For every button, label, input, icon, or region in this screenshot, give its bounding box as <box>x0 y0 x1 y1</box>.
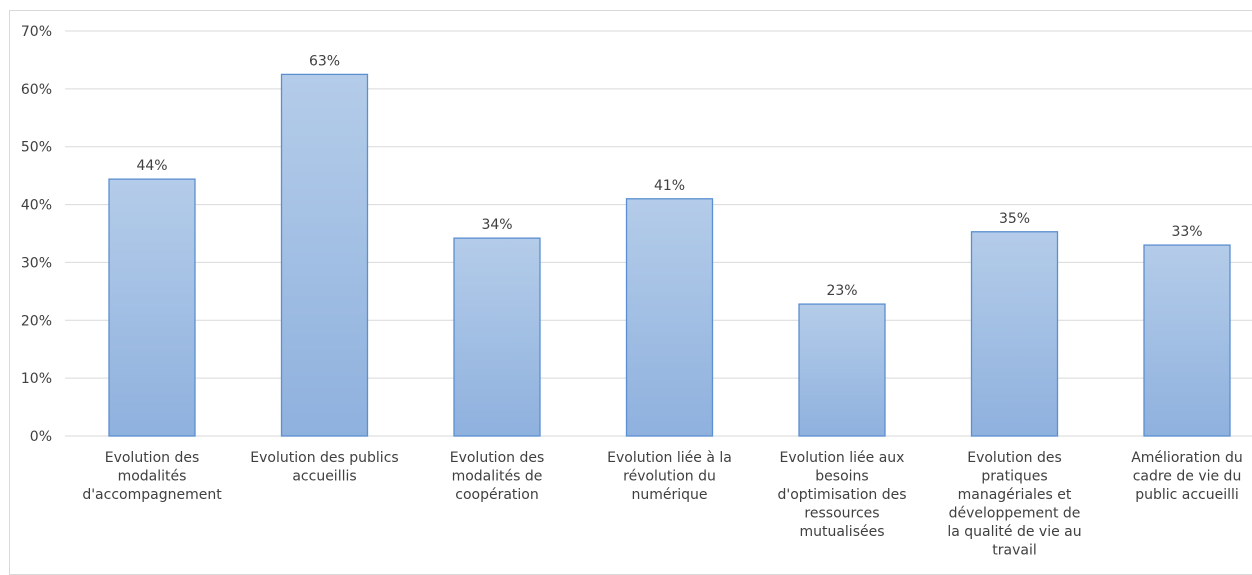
category-label-line: Evolution des <box>967 450 1062 466</box>
category-label-line: travail <box>992 543 1036 559</box>
category-label-line: développement de <box>949 506 1081 522</box>
category-label-line: Evolution des <box>450 450 545 466</box>
data-label: 44% <box>136 158 167 174</box>
bar <box>625 198 714 437</box>
category-label-line: accueillis <box>292 469 356 485</box>
y-tick-label: 0% <box>30 429 52 445</box>
category-label-line: modalités de <box>452 469 543 485</box>
bar <box>280 73 369 437</box>
bar <box>1143 244 1231 437</box>
category-label-line: numérique <box>631 487 707 503</box>
data-label: 23% <box>826 283 857 299</box>
data-label: 33% <box>1171 224 1202 240</box>
y-tick-label: 30% <box>21 255 52 271</box>
data-labels: 44% 63% 34% 41% 23% 35% 33% <box>136 53 1202 299</box>
category-label-line: Evolution liée aux <box>780 450 905 466</box>
bar <box>108 178 196 437</box>
category-label-line: modalités <box>118 469 187 485</box>
category-label-line: ressources <box>804 506 879 522</box>
category-label: Evolution liée aux besoins d'optimisation … <box>777 450 906 540</box>
category-label-line: mutualisées <box>799 524 884 540</box>
y-axis-ticks: 0% 10% 20% 30% 40% 50% 60% 70% <box>21 24 52 445</box>
category-label: Evolution des pratiques managériales et dév… <box>947 450 1081 559</box>
y-tick-label: 60% <box>21 82 52 98</box>
category-label-line: Amélioration du <box>1131 450 1243 466</box>
category-label-line: la qualité de vie au <box>947 524 1081 540</box>
category-label: Evolution des modalités de coopération <box>450 450 545 503</box>
category-labels: Evolution des modalités d'accompagnementEv… <box>82 450 1242 559</box>
bar <box>798 303 886 437</box>
category-label-line: pratiques <box>981 469 1047 485</box>
category-label-line: besoins <box>815 469 868 485</box>
category-label-line: cadre de vie du <box>1133 469 1242 485</box>
category-label-line: public accueilli <box>1135 487 1239 503</box>
category-label-line: Evolution des publics <box>250 450 398 466</box>
bars <box>108 73 1231 437</box>
category-label-line: managériales et <box>958 487 1072 503</box>
category-label-line: d'accompagnement <box>82 487 222 503</box>
category-label-line: révolution du <box>623 469 716 485</box>
category-label: Evolution des modalités d'accompagnement <box>82 450 222 503</box>
data-label: 35% <box>999 211 1030 227</box>
y-tick-label: 20% <box>21 313 52 329</box>
y-tick-label: 70% <box>21 24 52 40</box>
category-label-line: Evolution liée à la <box>607 450 732 466</box>
category-label: Amélioration du cadre de vie du public acc… <box>1131 450 1243 503</box>
category-label: Evolution liée à la révolution du numériqu… <box>607 450 732 503</box>
data-label: 34% <box>481 217 512 233</box>
y-tick-label: 50% <box>21 140 52 156</box>
data-label: 63% <box>309 53 340 69</box>
category-label-line: coopération <box>455 487 538 503</box>
category-label: Evolution des publics accueillis <box>250 450 398 485</box>
data-label: 41% <box>654 178 685 194</box>
category-label-line: Evolution des <box>105 450 200 466</box>
y-tick-label: 40% <box>21 198 52 214</box>
bar <box>453 237 541 437</box>
y-tick-label: 10% <box>21 371 52 387</box>
bar <box>970 231 1059 437</box>
category-label-line: d'optimisation des <box>777 487 906 503</box>
